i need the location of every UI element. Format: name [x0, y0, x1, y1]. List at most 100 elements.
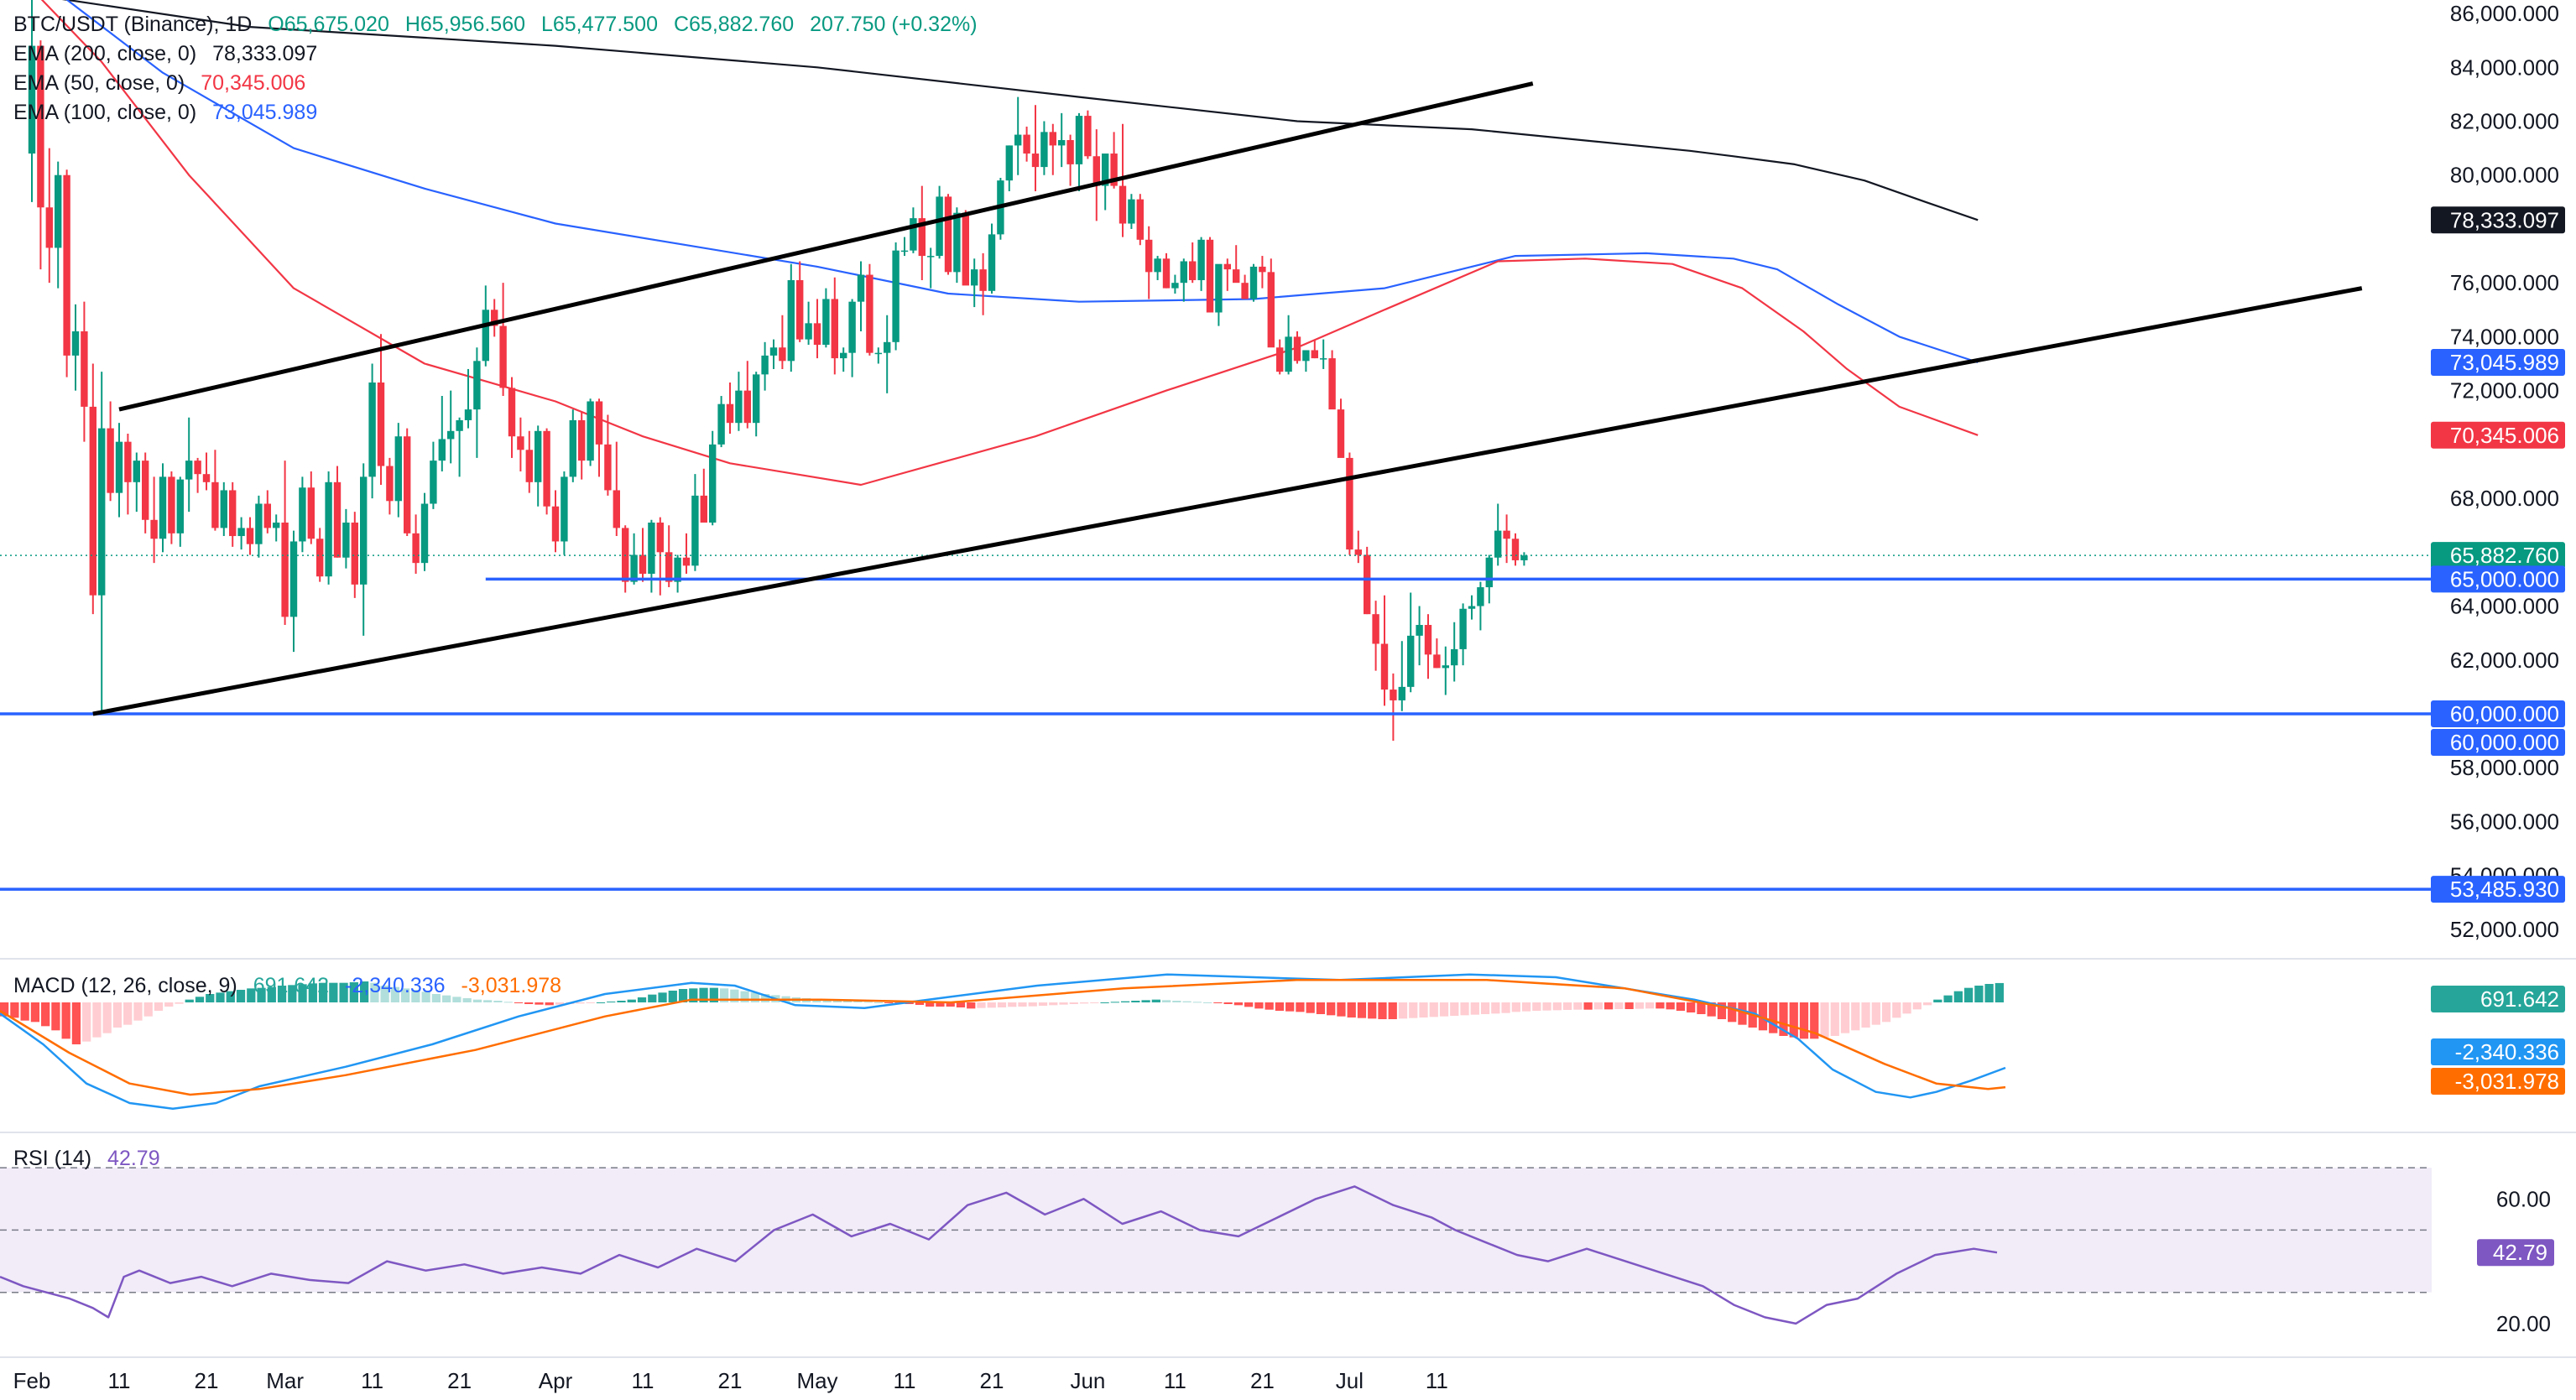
macd-histogram-bar: [1779, 1002, 1788, 1036]
price-label: 70,345.006: [2431, 421, 2565, 449]
macd-histogram-bar: [915, 1002, 925, 1005]
candle: [1119, 123, 1127, 237]
price-label-box: [2431, 542, 2565, 570]
macd-histogram-bar: [1316, 1002, 1326, 1014]
candle: [900, 237, 909, 257]
candle: [918, 185, 926, 280]
candle-body: [1346, 457, 1353, 550]
candle-body: [229, 490, 237, 537]
candle: [229, 481, 237, 547]
candle-body: [1005, 145, 1013, 181]
candle: [456, 417, 463, 477]
candle: [726, 383, 734, 435]
candle: [743, 361, 751, 429]
macd-histogram-bar: [1573, 1002, 1583, 1010]
candle-body: [648, 522, 655, 574]
candle: [71, 304, 80, 391]
candle-body: [1092, 156, 1100, 186]
candle: [630, 533, 638, 585]
macd-histogram-bar: [452, 997, 461, 1002]
candle: [1058, 112, 1066, 168]
candle-body: [988, 234, 996, 291]
time-tick-label: Mar: [266, 1368, 304, 1393]
grid: [0, 958, 2576, 1358]
candle-body: [822, 299, 830, 346]
price-tick-label: 80,000.000: [2450, 163, 2559, 188]
candle-body: [255, 503, 263, 544]
candle-body: [900, 250, 909, 252]
macd-histogram-bar: [71, 1002, 81, 1044]
time-tick-label: Feb: [13, 1368, 51, 1393]
candle: [779, 315, 786, 369]
macd-value-text: 691.642: [2480, 986, 2559, 1012]
macd-histogram-bar: [133, 1002, 143, 1021]
candle-body: [743, 390, 751, 424]
candle: [412, 514, 420, 574]
macd-histogram-bar: [195, 997, 205, 1002]
candle: [1372, 601, 1379, 671]
candle-body: [508, 388, 516, 437]
macd-histogram-bar: [1881, 1002, 1891, 1023]
macd-value-box: [2431, 1038, 2565, 1065]
price-tick-label: 62,000.000: [2450, 648, 2559, 673]
macd-histogram-bar: [1501, 1002, 1510, 1013]
macd-histogram-bar: [1820, 1002, 1829, 1038]
macd-histogram-bar: [617, 1001, 626, 1002]
ema200-line: [61, 0, 1979, 221]
macd-histogram-bar: [1213, 1002, 1223, 1003]
candle: [761, 341, 769, 391]
candle: [1075, 112, 1083, 191]
candle: [874, 347, 882, 364]
candle: [316, 528, 324, 582]
rsi-line: [0, 1185, 1998, 1325]
candle-body: [1276, 347, 1284, 372]
candle: [1136, 194, 1144, 246]
candle-body: [848, 301, 856, 353]
candle-body: [1468, 606, 1476, 609]
candle: [656, 517, 664, 596]
macd-histogram-bar: [1151, 999, 1160, 1002]
candle: [848, 299, 856, 377]
candle-body: [1189, 261, 1197, 280]
candle: [1145, 226, 1153, 299]
macd-histogram-bar: [462, 998, 472, 1002]
candle: [211, 450, 219, 531]
candle-body: [1451, 648, 1458, 666]
price-label: 73,045.989: [2431, 349, 2565, 377]
macd-histogram-bar: [832, 1000, 842, 1002]
candle: [517, 417, 524, 471]
candle: [464, 368, 472, 429]
candle: [202, 452, 211, 491]
time-tick-label: 21: [1250, 1368, 1275, 1393]
candle: [150, 476, 158, 564]
time-tick-label: Apr: [539, 1368, 573, 1393]
candle-body: [551, 506, 560, 542]
candle-body: [447, 430, 455, 440]
price-label: 78,333.097: [2431, 206, 2565, 234]
candle: [168, 471, 175, 544]
candle-body: [769, 347, 778, 356]
macd-histogram-bar: [977, 1002, 986, 1008]
macd-histogram-bar: [873, 1002, 884, 1003]
price-tick-label: 72,000.000: [2450, 378, 2559, 403]
macd-histogram-bar: [288, 985, 297, 1002]
time-tick-label: 11: [894, 1368, 916, 1393]
candle-body: [1197, 239, 1205, 280]
candle-body: [168, 476, 175, 533]
candle: [1206, 237, 1214, 313]
candle: [37, 40, 44, 270]
candle: [613, 441, 620, 537]
macd-histogram-bar: [411, 990, 420, 1002]
candle-body: [45, 207, 53, 248]
macd-histogram-bar: [668, 991, 677, 1002]
macd-histogram-bar: [936, 1002, 945, 1007]
candle: [1328, 350, 1336, 410]
macd-histogram-bar: [1656, 1002, 1665, 1009]
macd-histogram-bar: [812, 999, 821, 1002]
candle: [1241, 274, 1249, 299]
candle: [525, 430, 533, 493]
candle-body: [534, 430, 542, 482]
macd-histogram: [0, 981, 2004, 1044]
macd-histogram-bar: [164, 1002, 174, 1007]
